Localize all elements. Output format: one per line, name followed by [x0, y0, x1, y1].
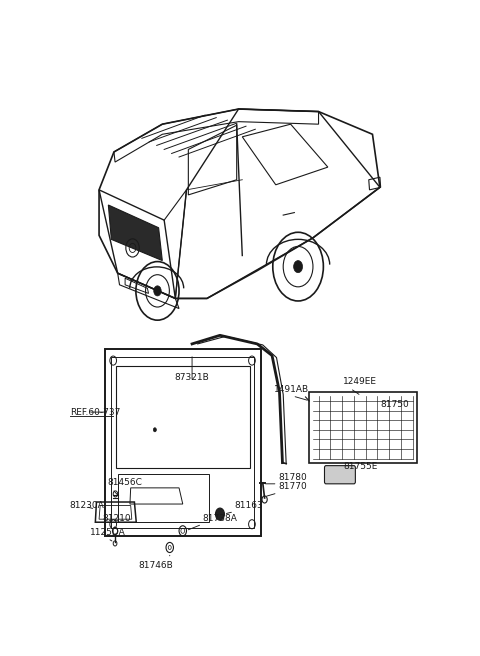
- Polygon shape: [108, 205, 162, 260]
- Text: 81163: 81163: [235, 501, 264, 510]
- Text: 1249EE: 1249EE: [343, 377, 377, 386]
- Text: 81770: 81770: [278, 482, 307, 491]
- Text: 87321B: 87321B: [175, 373, 209, 382]
- Text: 81750: 81750: [381, 400, 409, 409]
- Text: REF.60-737: REF.60-737: [71, 407, 121, 417]
- FancyBboxPatch shape: [324, 466, 355, 484]
- Text: 81780: 81780: [278, 474, 307, 482]
- Text: 81738A: 81738A: [203, 514, 238, 523]
- Text: 81755E: 81755E: [344, 462, 378, 471]
- Circle shape: [216, 508, 225, 520]
- Circle shape: [154, 286, 161, 296]
- Text: 81210: 81210: [103, 514, 132, 523]
- Circle shape: [294, 260, 302, 273]
- Text: 81456C: 81456C: [108, 478, 143, 487]
- Circle shape: [154, 428, 156, 432]
- Text: 81746B: 81746B: [139, 561, 173, 569]
- Text: 1491AB: 1491AB: [274, 385, 310, 394]
- Text: 81230A: 81230A: [70, 501, 105, 510]
- Text: 1125DA: 1125DA: [90, 528, 125, 537]
